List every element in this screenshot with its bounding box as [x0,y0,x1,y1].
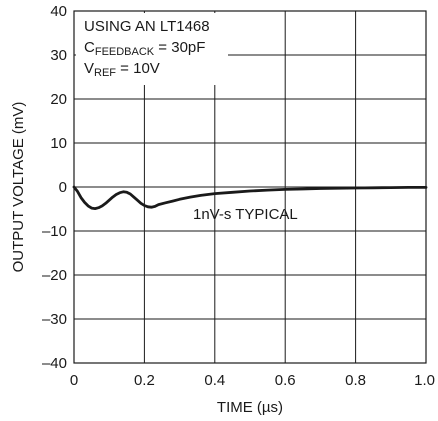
conditions-line-2: CFEEDBACK = 30pF [84,39,205,58]
y-tick-label: 40 [50,3,67,20]
y-axis-title: OUTPUT VOLTAGE (mV) [10,102,27,273]
glitch-annotation: 1nV-s TYPICAL [193,206,298,223]
y-tick-labels: –40 –30 –20 –10 0 10 20 30 40 [42,3,67,372]
conditions-line-3: VREF = 10V [84,60,160,79]
y-tick-label: 10 [50,135,67,152]
conditions-box-background [76,13,228,85]
x-tick-label: 0.2 [134,372,155,389]
y-tick-label: –20 [42,267,67,284]
x-tick-labels: 0 0.2 0.4 0.6 0.8 1.0 [70,372,435,389]
y-tick-label: –10 [42,223,67,240]
y-tick-label: 20 [50,91,67,108]
y-tick-label: 30 [50,47,67,64]
y-tick-label: –40 [42,355,67,372]
x-tick-label: 1.0 [414,372,435,389]
x-tick-label: 0.4 [204,372,225,389]
y-tick-label: 0 [59,179,67,196]
x-tick-label: 0.8 [345,372,366,389]
conditions-line-1: USING AN LT1468 [84,18,210,35]
x-axis-title: TIME (µs) [217,399,283,416]
x-tick-label: 0.6 [275,372,296,389]
series-line-output-voltage [72,185,428,210]
y-tick-label: –30 [42,311,67,328]
x-tick-label: 0 [70,372,78,389]
